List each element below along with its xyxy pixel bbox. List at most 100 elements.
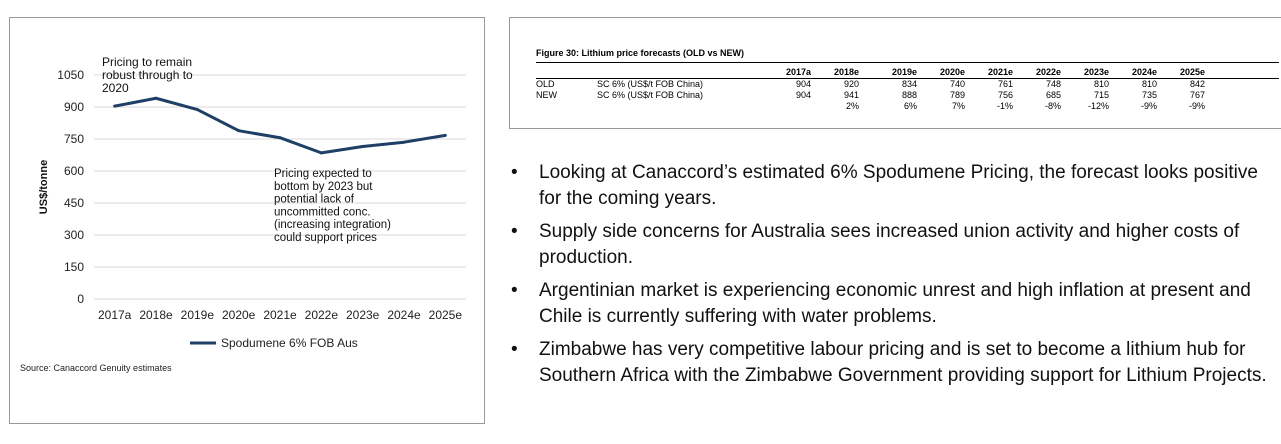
table-header-rule — [536, 78, 1279, 79]
table-cell: 920 — [843, 79, 859, 89]
row-label: NEW — [536, 90, 557, 100]
data-point — [361, 144, 365, 148]
data-point — [113, 104, 117, 108]
annotation-text: bottom by 2023 but — [274, 181, 373, 193]
table-cell: 834 — [901, 79, 917, 89]
annotation-text: robust through to — [102, 68, 193, 82]
data-point — [195, 108, 199, 112]
bullet-text: Looking at Canaccord’s estimated 6% Spod… — [539, 162, 1258, 209]
y-tick-label: 900 — [64, 100, 84, 114]
table-cell: 888 — [901, 90, 917, 100]
chart-source: Source: Canaccord Genuity estimates — [20, 363, 172, 373]
year-header: 2020e — [939, 67, 965, 77]
year-header: 2022e — [1035, 67, 1061, 77]
x-tick-label: 2020e — [222, 308, 256, 322]
y-tick-label: 1050 — [57, 68, 84, 82]
table-row-new: NEW SC 6% (US$/t FOB China) 904 941 888 … — [536, 90, 1205, 101]
table-cell: 748 — [1045, 79, 1061, 89]
x-tick-label: 2017a — [98, 308, 132, 322]
table-cell: -9% — [1188, 101, 1205, 111]
table-cell: 810 — [1093, 79, 1109, 89]
figure-title: Figure 30: Lithium price forecasts (OLD … — [536, 48, 745, 58]
x-tick-label: 2018e — [139, 308, 173, 322]
forecast-table-panel: Figure 30: Lithium price forecasts (OLD … — [509, 17, 1281, 129]
table-cell: 685 — [1045, 90, 1061, 100]
x-tick-label: 2022e — [305, 308, 339, 322]
table-header-row: 2017a 2018e 2019e 2020e 2021e 2022e 2023… — [536, 67, 1205, 79]
table-cell: 904 — [795, 90, 811, 100]
row-description: SC 6% (US$/t FOB China) — [597, 90, 704, 100]
bullet-text: Supply side concerns for Australia sees … — [539, 221, 1240, 268]
y-tick-label: 750 — [64, 132, 84, 146]
bullet-item: • Supply side concerns for Australia sees… — [505, 219, 1281, 271]
table-cell — [763, 101, 811, 112]
row-label: OLD — [536, 79, 555, 89]
bullet-marker: • — [511, 162, 518, 183]
table-cell: 842 — [1189, 79, 1205, 89]
y-tick-label: 450 — [64, 196, 84, 210]
x-tick-label: 2025e — [429, 308, 463, 322]
table-cell: 789 — [949, 90, 965, 100]
table-cell: 740 — [949, 79, 965, 89]
table-cell: 761 — [997, 79, 1013, 89]
row-description: SC 6% (US$/t FOB China) — [597, 79, 704, 89]
annotation-text: could support prices — [274, 232, 377, 244]
data-point — [278, 136, 282, 140]
bullet-item: • Zimbabwe has very competitive labour pr… — [505, 337, 1281, 389]
table-top-rule — [536, 62, 1279, 63]
annotation-text: 2020 — [102, 81, 129, 95]
data-point — [402, 140, 406, 144]
table-cell: 7% — [951, 101, 965, 111]
legend-label: Spodumene 6% FOB Aus — [221, 336, 358, 350]
table-row-change: 2% 6% 7% -1% -8% -12% -9% -9% — [536, 101, 1205, 112]
table-cell: 941 — [843, 90, 859, 100]
bullet-text: Zimbabwe has very competitive labour pri… — [539, 339, 1267, 386]
row-description — [597, 101, 763, 112]
annotation-text: Pricing to remain — [102, 55, 192, 69]
annotation-text: Pricing expected to — [274, 168, 372, 180]
data-point — [237, 129, 241, 133]
table-cell: -12% — [1087, 101, 1109, 111]
bullet-text: Argentinian market is experiencing econo… — [539, 280, 1251, 327]
y-tick-label: 0 — [77, 292, 84, 306]
forecast-table: 2017a 2018e 2019e 2020e 2021e 2022e 2023… — [536, 67, 1205, 112]
annotation-text: (increasing integration) — [274, 219, 391, 231]
table-cell: -1% — [996, 101, 1013, 111]
year-header: 2018e — [833, 67, 859, 77]
table-cell: -8% — [1044, 101, 1061, 111]
annotation-text: uncommitted conc. — [274, 206, 371, 218]
table-cell: 767 — [1189, 90, 1205, 100]
data-point — [154, 96, 158, 100]
data-point — [319, 151, 323, 155]
year-header: 2017a — [785, 67, 811, 77]
series-line — [114, 96, 446, 155]
table-cell: 810 — [1141, 79, 1157, 89]
table-cell: 715 — [1093, 90, 1109, 100]
year-header: 2025e — [1179, 67, 1205, 77]
commentary-bullets: • Looking at Canaccord’s estimated 6% Spo… — [505, 160, 1281, 396]
bullet-marker: • — [511, 221, 518, 242]
y-tick-label: 600 — [64, 164, 84, 178]
y-tick-label: 150 — [64, 260, 84, 274]
table-cell: 756 — [997, 90, 1013, 100]
data-point — [443, 133, 447, 137]
price-chart-panel: 0 150 300 450 600 750 900 1050 2017a 2018e 2019e 20… — [9, 17, 485, 424]
bullet-item: • Looking at Canaccord’s estimated 6% Spo… — [505, 160, 1281, 212]
annotation-text: potential lack of — [274, 194, 355, 206]
x-tick-label: 2019e — [181, 308, 215, 322]
y-axis-label: US$/tonne — [38, 160, 50, 214]
y-tick-label: 300 — [64, 228, 84, 242]
table-cell: 2% — [845, 101, 859, 111]
price-line-chart: 0 150 300 450 600 750 900 1050 2017a 2018e 2019e 20… — [38, 55, 466, 350]
row-label — [536, 101, 597, 112]
table-row-old: OLD SC 6% (US$/t FOB China) 904 920 834 … — [536, 79, 1205, 90]
year-header: 2024e — [1131, 67, 1157, 77]
bullet-marker: • — [511, 339, 518, 360]
table-cell: 735 — [1141, 90, 1157, 100]
x-tick-label: 2021e — [263, 308, 297, 322]
bullet-marker: • — [511, 280, 518, 301]
year-header: 2021e — [987, 67, 1013, 77]
table-cell: 904 — [795, 79, 811, 89]
year-header: 2019e — [891, 67, 917, 77]
year-header: 2023e — [1083, 67, 1109, 77]
